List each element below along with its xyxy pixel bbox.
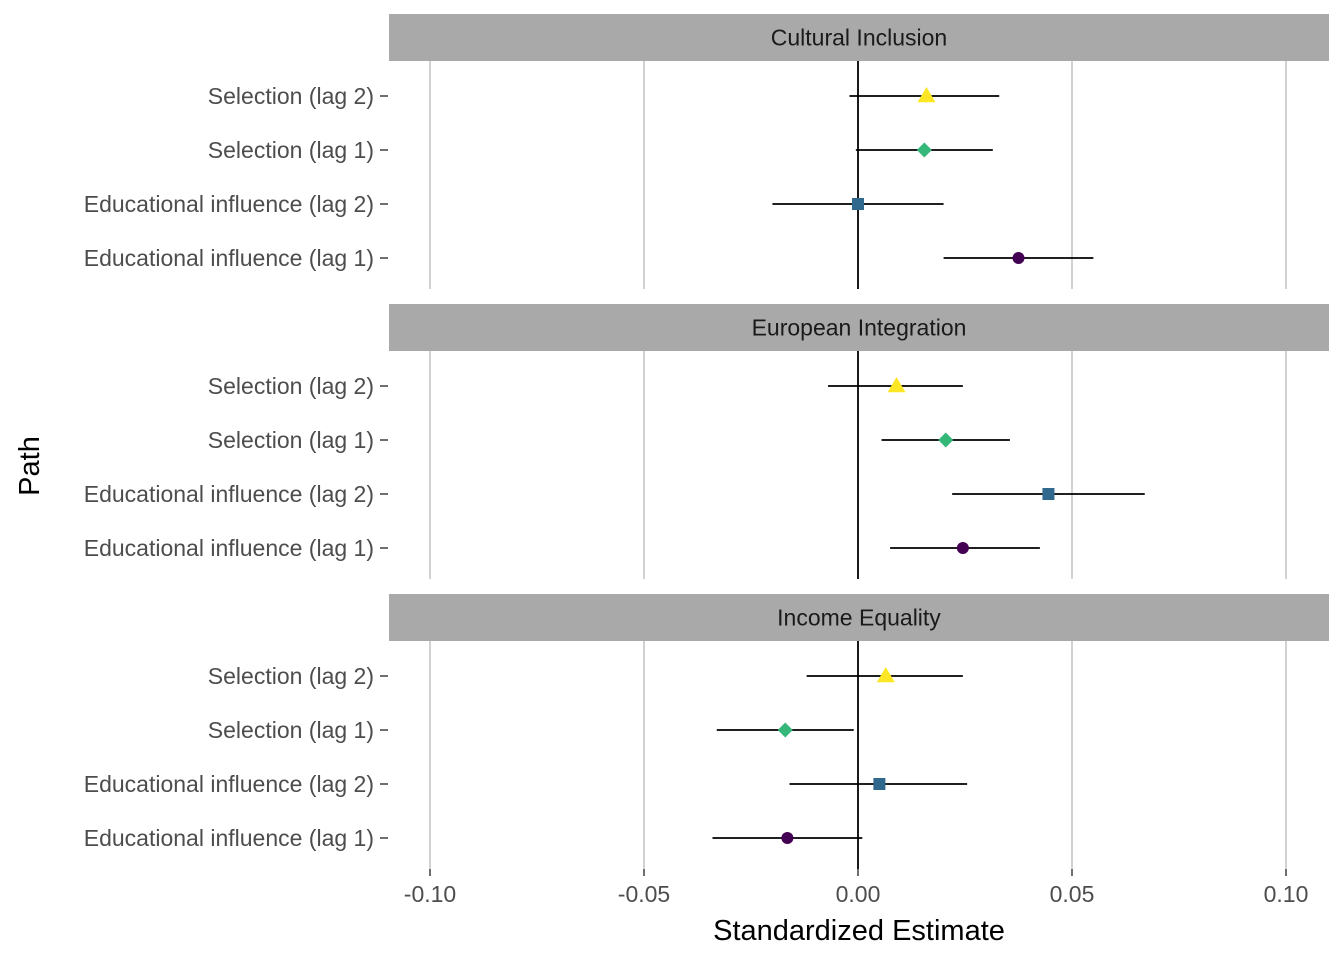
point-estimate bbox=[876, 667, 895, 683]
facet-strip bbox=[389, 304, 1329, 351]
y-tick-label: Educational influence (lag 1) bbox=[84, 535, 374, 561]
y-tick-label: Selection (lag 1) bbox=[208, 137, 374, 163]
x-tick-label: 0.05 bbox=[1050, 881, 1095, 907]
point-estimate bbox=[887, 377, 906, 393]
facet-panel-1: Cultural Inclusion Selection (lag 2) Selec… bbox=[84, 14, 1329, 289]
y-tick-label: Selection (lag 2) bbox=[208, 373, 374, 399]
facet-strip bbox=[389, 594, 1329, 641]
point-estimate bbox=[938, 432, 954, 448]
y-tick-label: Educational influence (lag 2) bbox=[84, 481, 374, 507]
point-estimate bbox=[956, 542, 969, 554]
point-estimate bbox=[781, 832, 794, 844]
facet-title: European Integration bbox=[752, 315, 967, 341]
y-tick-label: Educational influence (lag 1) bbox=[84, 245, 374, 271]
y-tick-label: Educational influence (lag 2) bbox=[84, 191, 374, 217]
point-estimate bbox=[777, 722, 793, 738]
facet-panel-2: European Integration Selection (lag 2) Sel… bbox=[84, 304, 1329, 579]
point-estimate bbox=[916, 142, 932, 158]
facet-strip bbox=[389, 14, 1329, 61]
y-tick-label: Selection (lag 2) bbox=[208, 83, 374, 109]
y-tick-label: Selection (lag 1) bbox=[208, 717, 374, 743]
point-estimate bbox=[852, 198, 864, 210]
point-estimate bbox=[873, 778, 886, 790]
x-tick-label: 0.10 bbox=[1264, 881, 1309, 907]
point-estimate bbox=[917, 87, 936, 103]
x-tick-label: -0.10 bbox=[404, 881, 456, 907]
y-axis-title: Path bbox=[14, 436, 46, 496]
y-tick-label: Selection (lag 2) bbox=[208, 663, 374, 689]
x-tick-label: 0.00 bbox=[836, 881, 881, 907]
point-estimate bbox=[1012, 252, 1025, 264]
y-tick-label: Educational influence (lag 1) bbox=[84, 825, 374, 851]
facet-title: Income Equality bbox=[777, 605, 941, 631]
y-tick-label: Selection (lag 1) bbox=[208, 427, 374, 453]
x-tick-label: -0.05 bbox=[618, 881, 670, 907]
facet-title: Cultural Inclusion bbox=[771, 25, 947, 51]
y-tick-label: Educational influence (lag 2) bbox=[84, 771, 374, 797]
point-estimate bbox=[1042, 488, 1055, 500]
x-axis-title: Standardized Estimate bbox=[713, 915, 1005, 947]
facet-panel-3: Income Equality Selection (lag 2) Selectio… bbox=[84, 594, 1329, 869]
